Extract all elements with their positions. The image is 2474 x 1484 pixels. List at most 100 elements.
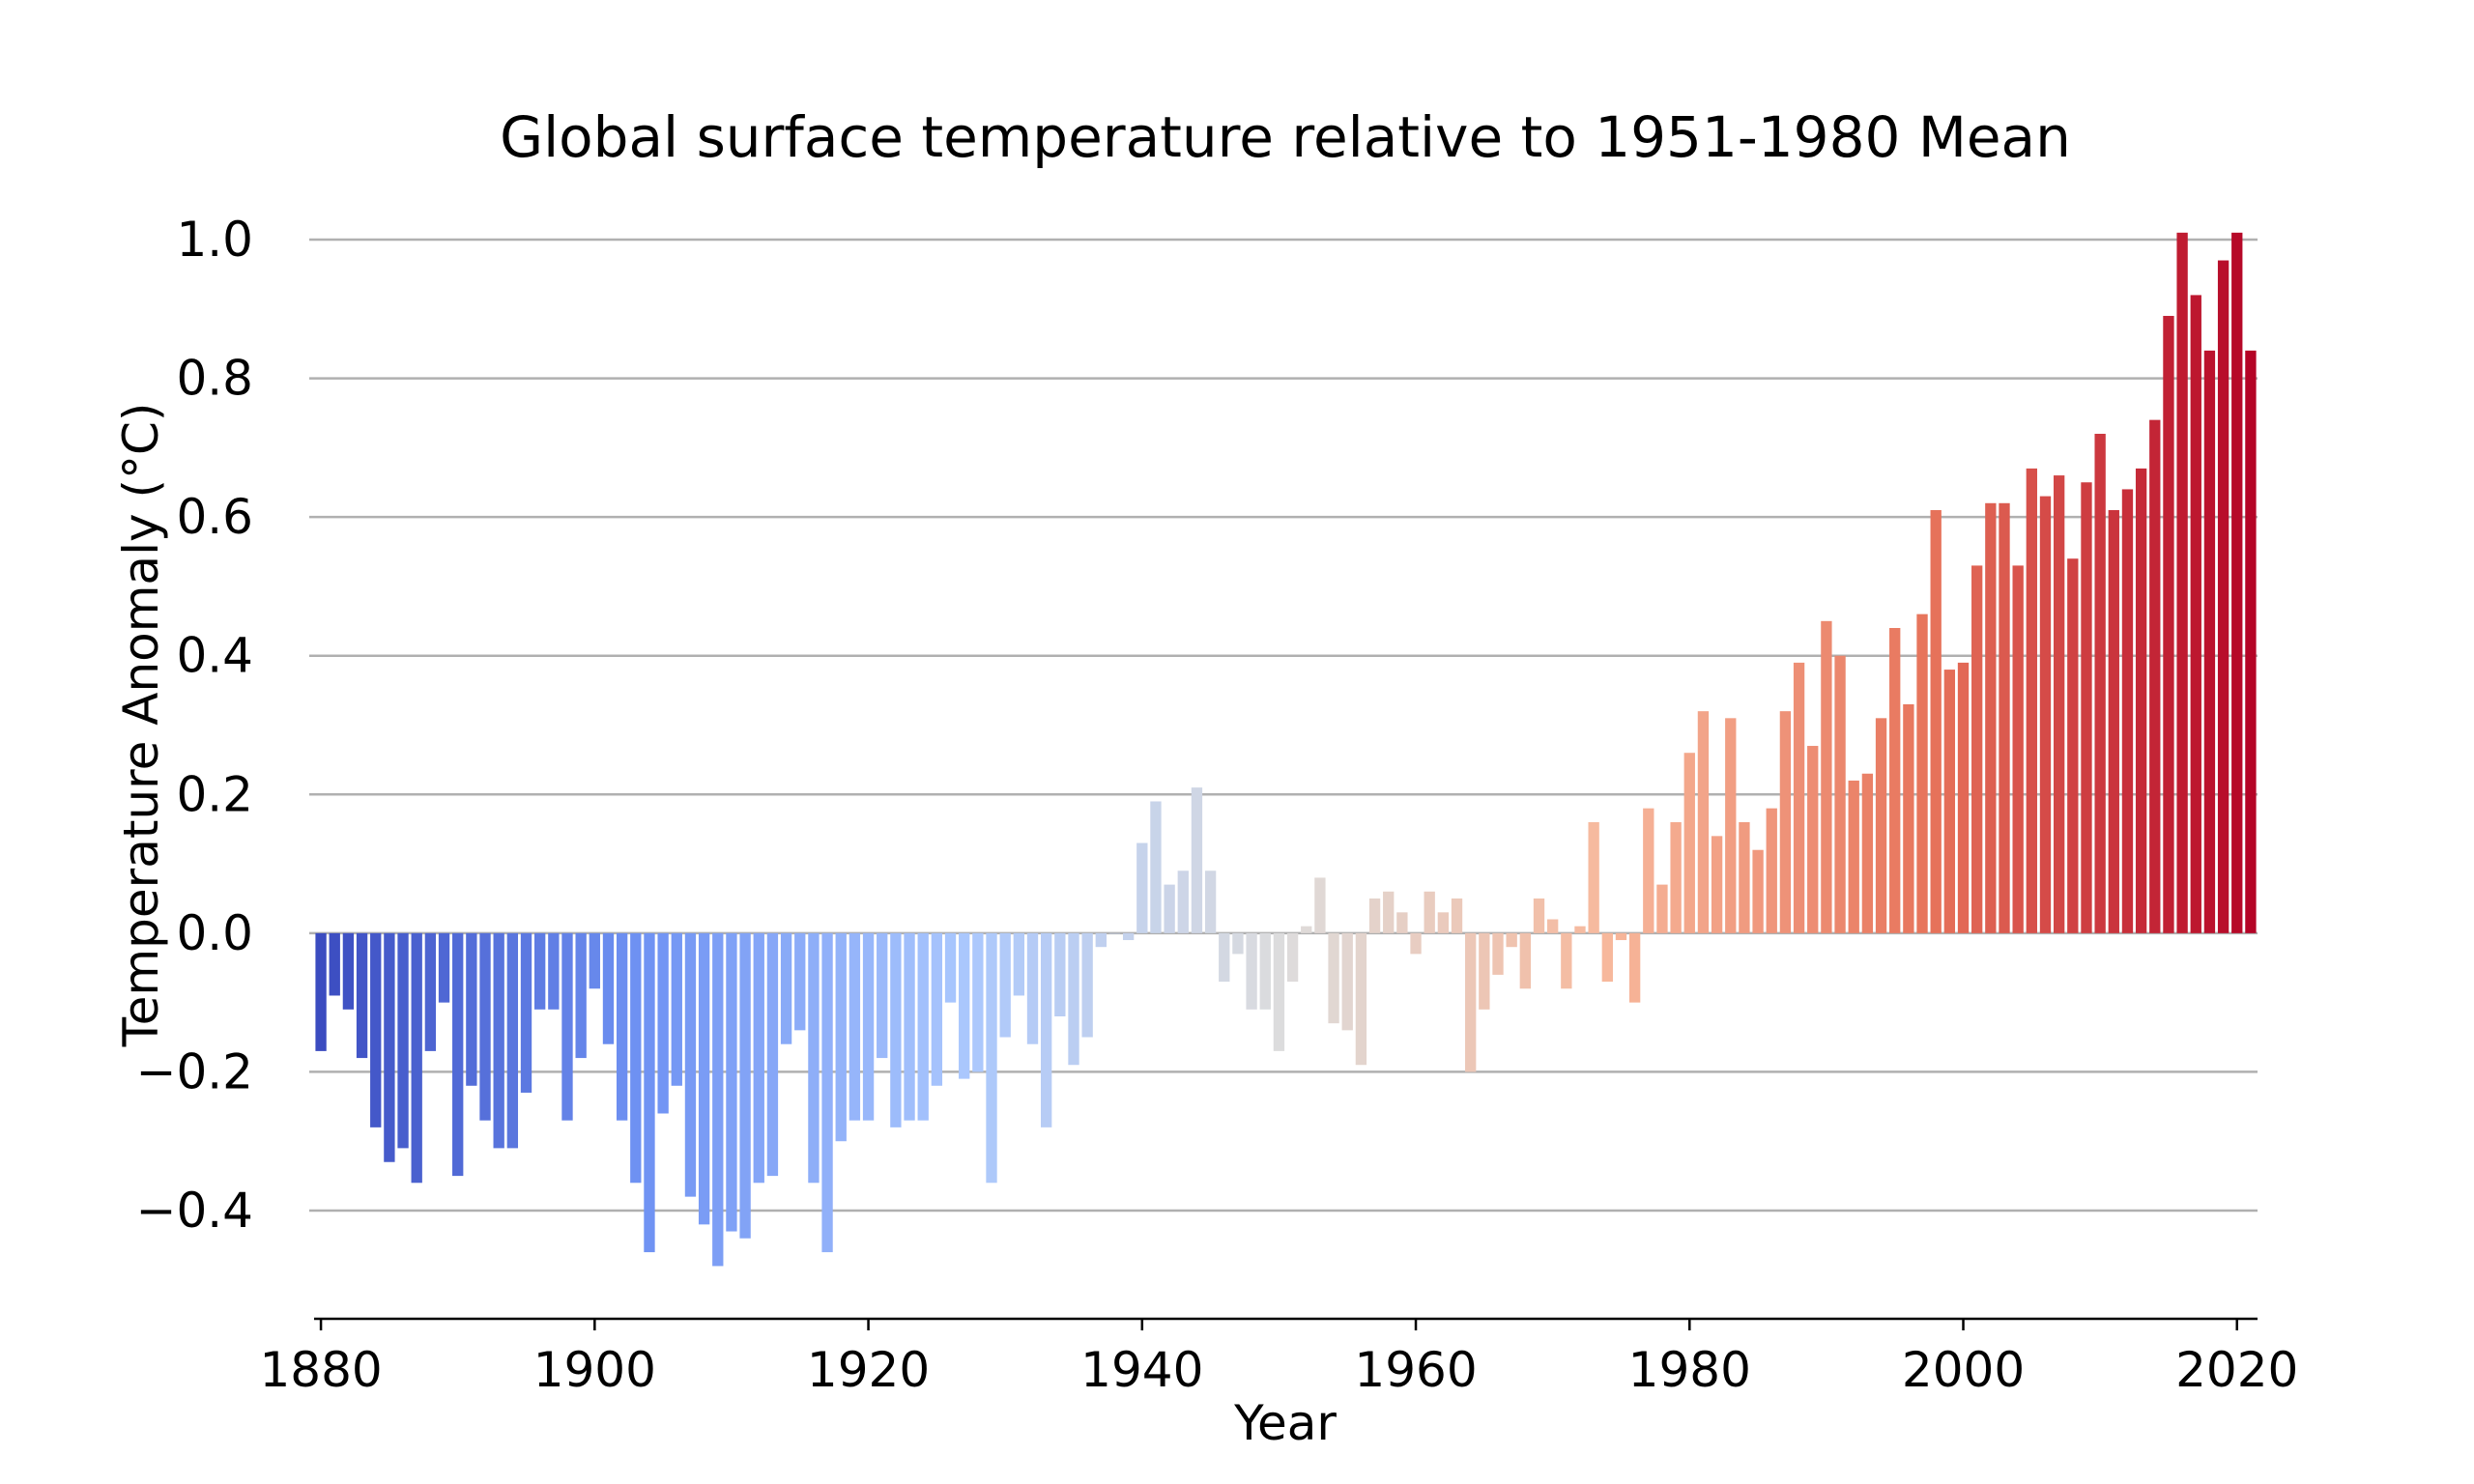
bar-1990 xyxy=(1821,620,1832,933)
bar-1902 xyxy=(616,932,628,1121)
bar-1908 xyxy=(698,932,710,1225)
bar-2002 xyxy=(1985,502,1997,933)
bar-1982 xyxy=(1711,836,1723,933)
bar-1891 xyxy=(466,932,477,1086)
bar-1949 xyxy=(1259,932,1271,1010)
bar-1932 xyxy=(1026,932,1039,1044)
bar-1975 xyxy=(1615,932,1627,941)
bar-1929 xyxy=(986,932,997,1184)
bar-1889 xyxy=(438,932,450,1003)
bar-2008 xyxy=(2067,558,2079,933)
bar-1951 xyxy=(1286,932,1299,983)
bar-1909 xyxy=(712,932,724,1267)
x-tick-label: 1920 xyxy=(807,1342,930,1398)
bar-1972 xyxy=(1574,926,1586,933)
bar-1940 xyxy=(1136,842,1148,933)
bar-1880 xyxy=(315,932,327,1051)
bar-1992 xyxy=(1848,780,1859,933)
bar-1938 xyxy=(1108,932,1121,934)
bar-1963 xyxy=(1451,898,1463,933)
bar-1943 xyxy=(1177,870,1189,933)
bar-1918 xyxy=(835,932,847,1142)
bar-1934 xyxy=(1054,932,1066,1016)
bar-1941 xyxy=(1150,801,1162,933)
bar-1910 xyxy=(726,932,737,1232)
bar-1928 xyxy=(972,932,984,1072)
bar-1892 xyxy=(479,932,491,1121)
bar-1912 xyxy=(753,932,764,1184)
y-tick-label: −0.4 xyxy=(136,1183,253,1239)
bar-1960 xyxy=(1410,932,1422,955)
bar-1913 xyxy=(766,932,779,1177)
bar-1883 xyxy=(356,932,368,1059)
bar-1915 xyxy=(794,932,806,1031)
bar-1997 xyxy=(1916,614,1928,933)
bar-1953 xyxy=(1314,877,1326,933)
bar-1948 xyxy=(1246,932,1257,1010)
bar-1970 xyxy=(1546,919,1559,933)
bar-1916 xyxy=(808,932,820,1184)
bar-1980 xyxy=(1683,753,1695,933)
y-tick-label: 0.6 xyxy=(176,489,253,545)
bar-1944 xyxy=(1191,787,1203,933)
bar-1923 xyxy=(904,932,915,1121)
x-axis-label: Year xyxy=(1233,1395,1337,1451)
bar-1991 xyxy=(1834,655,1846,933)
bar-1985 xyxy=(1752,849,1764,933)
bar-1983 xyxy=(1725,718,1737,933)
bar-1996 xyxy=(1903,703,1914,933)
bar-1995 xyxy=(1889,628,1901,933)
bar-2020 xyxy=(2231,232,2243,933)
bar-1933 xyxy=(1041,932,1052,1127)
bar-1900 xyxy=(589,932,600,989)
y-tick-label: 0.2 xyxy=(176,766,253,822)
y-tick-label: −0.2 xyxy=(136,1043,253,1099)
bar-1919 xyxy=(849,932,861,1121)
bar-1965 xyxy=(1479,932,1490,1010)
bar-2006 xyxy=(2039,496,2052,933)
bar-1999 xyxy=(1943,670,1956,933)
bar-2013 xyxy=(2135,468,2147,933)
bar-2004 xyxy=(2012,565,2024,933)
bar-1903 xyxy=(630,932,642,1184)
bar-2014 xyxy=(2149,419,2161,933)
bar-1994 xyxy=(1875,718,1887,933)
bar-1897 xyxy=(548,932,560,1010)
y-tick-label: 0.8 xyxy=(176,351,253,407)
bar-1977 xyxy=(1643,808,1654,933)
bar-2015 xyxy=(2163,315,2174,933)
x-tick-label: 1960 xyxy=(1354,1342,1477,1398)
bar-1942 xyxy=(1164,884,1175,933)
bar-1906 xyxy=(671,932,682,1086)
bar-1954 xyxy=(1328,932,1339,1024)
bar-1911 xyxy=(739,932,751,1239)
bar-1987 xyxy=(1779,711,1792,933)
bar-1893 xyxy=(493,932,504,1149)
bar-1914 xyxy=(780,932,792,1044)
bar-1989 xyxy=(1807,746,1819,933)
bar-1901 xyxy=(602,932,615,1044)
bar-2011 xyxy=(2108,509,2119,933)
bar-1921 xyxy=(877,932,888,1059)
x-tick-label: 1940 xyxy=(1080,1342,1203,1398)
bar-1886 xyxy=(397,932,409,1149)
bar-1957 xyxy=(1368,898,1381,933)
bar-1947 xyxy=(1232,932,1244,955)
bar-1890 xyxy=(452,932,464,1177)
bar-1993 xyxy=(1861,773,1874,933)
bar-1926 xyxy=(944,932,957,1003)
bar-1920 xyxy=(862,932,875,1121)
bar-1981 xyxy=(1697,711,1710,933)
bar-1956 xyxy=(1355,932,1367,1066)
bar-1899 xyxy=(575,932,587,1059)
bar-1935 xyxy=(1068,932,1079,1066)
bar-1984 xyxy=(1739,822,1750,933)
bar-1946 xyxy=(1219,932,1230,983)
bar-1979 xyxy=(1670,822,1682,933)
bar-1998 xyxy=(1930,509,1942,933)
bar-1917 xyxy=(821,932,833,1253)
bar-1966 xyxy=(1492,932,1504,975)
bar-1895 xyxy=(520,932,532,1093)
y-axis-label: Temperature Anomaly (°C) xyxy=(113,403,169,1048)
bar-1924 xyxy=(917,932,929,1121)
